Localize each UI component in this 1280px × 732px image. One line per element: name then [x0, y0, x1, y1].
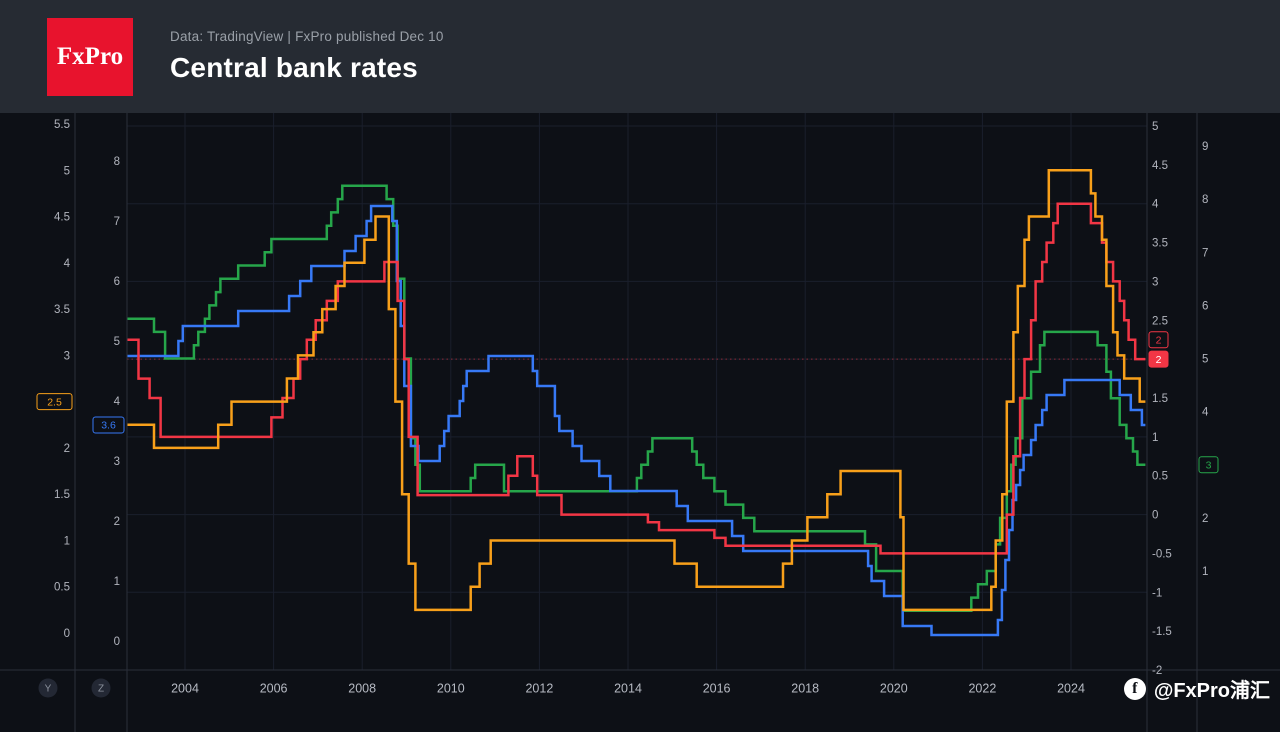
- price-scale-R1-badge: 2: [1148, 331, 1169, 349]
- svg-text:-0.5: -0.5: [1152, 548, 1172, 560]
- orange-series-line[interactable]: [127, 169, 1146, 612]
- price-scale-R2-badge: 3: [1198, 456, 1219, 474]
- price-scale-L2-badge: 3.6: [92, 416, 125, 434]
- svg-text:7: 7: [114, 216, 120, 228]
- svg-text:8: 8: [114, 156, 120, 168]
- svg-text:3: 3: [64, 350, 70, 362]
- fxpro-logo: FxPro: [47, 17, 133, 96]
- svg-text:6: 6: [114, 276, 120, 288]
- scale-button-Y[interactable]: Y: [38, 678, 58, 698]
- svg-text:5.5: 5.5: [54, 119, 70, 131]
- svg-text:2: 2: [1202, 513, 1208, 525]
- svg-text:0: 0: [114, 636, 120, 648]
- svg-text:3.6: 3.6: [101, 420, 116, 432]
- svg-text:5: 5: [1202, 354, 1208, 366]
- green-series-line[interactable]: [127, 184, 1146, 613]
- price-scale-L2[interactable]: 8 7 6 5 4 3 2 1 0 3.6: [92, 156, 125, 648]
- svg-text:1: 1: [1152, 432, 1158, 444]
- svg-text:2024: 2024: [1057, 681, 1085, 695]
- svg-text:3: 3: [1152, 276, 1158, 288]
- page-title: Central bank rates: [170, 52, 418, 83]
- svg-text:1: 1: [114, 576, 120, 588]
- data-source-line: Data: TradingView | FxPro published Dec …: [170, 29, 444, 44]
- svg-text:2010: 2010: [437, 681, 465, 695]
- svg-text:2004: 2004: [171, 681, 199, 695]
- svg-text:2016: 2016: [703, 681, 731, 695]
- svg-text:2006: 2006: [260, 681, 288, 695]
- svg-text:7: 7: [1202, 247, 1208, 259]
- svg-text:1.5: 1.5: [54, 489, 70, 501]
- blue-series-line[interactable]: [127, 204, 1146, 637]
- svg-text:3.5: 3.5: [1152, 238, 1168, 250]
- scale-button-Z[interactable]: Z: [91, 678, 111, 698]
- svg-text:2: 2: [64, 443, 70, 455]
- svg-text:4: 4: [64, 258, 71, 270]
- red-series-line[interactable]: [127, 202, 1146, 555]
- svg-text:-1: -1: [1152, 587, 1162, 599]
- svg-text:2: 2: [1156, 354, 1162, 366]
- price-scale-R1[interactable]: 5 4.5 4 3.5 3 2.5 1.5 1 0.5 0 -0.5 -1 -1.5 -2 2 2: [1148, 121, 1172, 677]
- svg-text:2020: 2020: [880, 681, 908, 695]
- svg-text:3.5: 3.5: [54, 304, 70, 316]
- svg-text:8: 8: [1202, 194, 1208, 206]
- svg-text:4: 4: [1152, 199, 1159, 211]
- svg-text:0: 0: [1152, 510, 1158, 522]
- svg-text:2.5: 2.5: [47, 396, 62, 408]
- svg-text:2: 2: [1156, 334, 1162, 346]
- watermark: f @FxPro浦汇: [1123, 674, 1270, 703]
- time-axis[interactable]: 2004 2006 2008 2010 2012 2014 2016 2018 2020 2022…: [171, 681, 1085, 695]
- svg-text:0: 0: [64, 628, 70, 640]
- svg-text:5: 5: [1152, 121, 1158, 133]
- svg-text:2014: 2014: [614, 681, 642, 695]
- svg-text:9: 9: [1202, 141, 1208, 153]
- svg-text:0.5: 0.5: [1152, 471, 1168, 483]
- pane-separators: [0, 113, 1280, 732]
- svg-text:2: 2: [114, 516, 120, 528]
- svg-text:0.5: 0.5: [54, 582, 70, 594]
- svg-text:2018: 2018: [791, 681, 819, 695]
- svg-text:2022: 2022: [968, 681, 996, 695]
- svg-text:5: 5: [64, 165, 70, 177]
- price-scale-R1-badge: 2: [1148, 350, 1169, 368]
- svg-text:2012: 2012: [525, 681, 553, 695]
- svg-text:4: 4: [1202, 407, 1209, 419]
- svg-text:4: 4: [114, 396, 121, 408]
- svg-text:3: 3: [114, 456, 120, 468]
- fxpro-logo-text: FxPro: [56, 42, 124, 70]
- svg-text:2008: 2008: [348, 681, 376, 695]
- header-titles: Data: TradingView | FxPro published Dec …: [170, 29, 444, 84]
- svg-text:1.5: 1.5: [1152, 393, 1168, 405]
- price-scale-L1[interactable]: 5.5 5 4.5 4 3.5 3 2 1.5 1 0.5 0 2.5: [36, 119, 73, 640]
- svg-text:2.5: 2.5: [1152, 315, 1168, 327]
- svg-text:-1.5: -1.5: [1152, 626, 1172, 638]
- price-scale-R2[interactable]: 9 8 7 6 5 4 2 1 3: [1198, 141, 1219, 578]
- svg-text:Y: Y: [45, 684, 52, 695]
- header: FxPro Data: TradingView | FxPro publishe…: [0, 0, 1280, 113]
- svg-text:3: 3: [1206, 459, 1212, 471]
- svg-text:1: 1: [64, 536, 70, 548]
- svg-text:5: 5: [114, 336, 120, 348]
- svg-text:-2: -2: [1152, 665, 1162, 677]
- svg-text:4.5: 4.5: [54, 212, 70, 224]
- price-scale-L1-badge: 2.5: [36, 393, 73, 411]
- svg-text:Z: Z: [98, 684, 104, 695]
- svg-text:6: 6: [1202, 300, 1208, 312]
- watermark-handle: @FxPro浦汇: [1153, 680, 1270, 702]
- svg-text:1: 1: [1202, 566, 1208, 578]
- svg-text:4.5: 4.5: [1152, 160, 1168, 172]
- facebook-icon: f: [1123, 677, 1146, 700]
